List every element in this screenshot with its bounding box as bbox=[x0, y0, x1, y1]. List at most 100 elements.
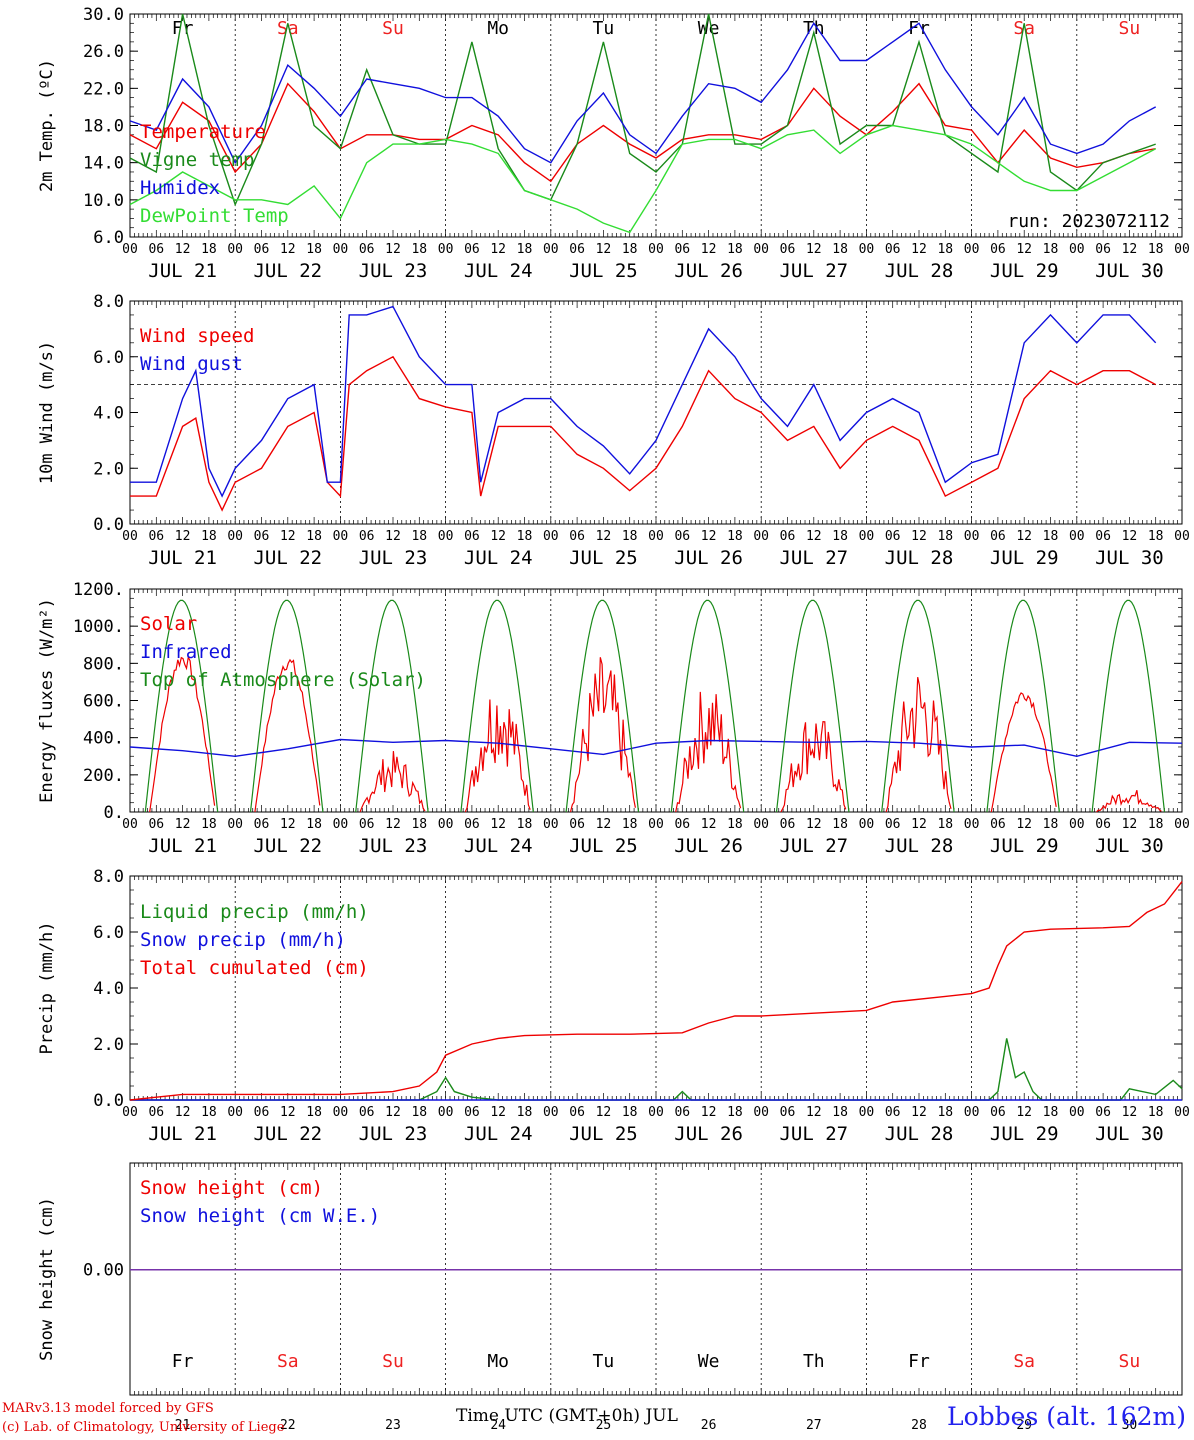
legend-entry: Snow precip (mm/h) bbox=[140, 929, 346, 951]
day-tick-label: JUL 26 bbox=[674, 835, 743, 857]
day-tick-label: JUL 28 bbox=[885, 835, 954, 857]
hour-tick-label: 12 bbox=[385, 242, 401, 257]
day-tick-label: JUL 26 bbox=[674, 1123, 743, 1145]
series-vigne-temp bbox=[129, 13, 1156, 207]
hour-tick-label: 06 bbox=[254, 1105, 270, 1120]
hour-tick-label: 12 bbox=[1122, 242, 1138, 257]
day-number-label: 29 bbox=[1016, 1418, 1032, 1433]
hour-tick-label: 12 bbox=[280, 242, 296, 257]
hour-tick-label: 06 bbox=[780, 529, 796, 544]
hour-tick-label: 00 bbox=[543, 529, 559, 544]
hour-tick-label: 00 bbox=[1174, 1105, 1190, 1120]
hour-tick-label: 06 bbox=[674, 817, 690, 832]
x-axis-title: Time UTC (GMT+0h) JUL bbox=[456, 1406, 678, 1426]
series-solar bbox=[149, 655, 216, 813]
series-top-of-atmosphere-solar bbox=[144, 599, 219, 813]
hour-tick-label: 18 bbox=[306, 1105, 322, 1120]
hour-tick-label: 00 bbox=[1174, 529, 1190, 544]
legend-entry: Liquid precip (mm/h) bbox=[140, 901, 369, 923]
day-tick-label: JUL 22 bbox=[253, 1123, 322, 1145]
hour-tick-label: 18 bbox=[306, 529, 322, 544]
y-tick-label: 10.0 bbox=[83, 191, 124, 211]
day-tick-label: JUL 24 bbox=[464, 1123, 533, 1145]
day-tick-label: JUL 29 bbox=[990, 260, 1059, 282]
y-tick-label: 1200. bbox=[73, 580, 124, 600]
series-solar bbox=[885, 676, 952, 813]
hour-tick-label: 00 bbox=[122, 529, 138, 544]
series-top-of-atmosphere-solar bbox=[460, 599, 534, 813]
series-solar bbox=[569, 657, 636, 813]
series-solar bbox=[1096, 790, 1162, 813]
y-tick-label: 1000. bbox=[73, 617, 124, 637]
day-tick-label: JUL 30 bbox=[1095, 260, 1164, 282]
weekday-label: We bbox=[698, 1351, 720, 1372]
weekday-label: We bbox=[698, 18, 720, 39]
hour-tick-label: 12 bbox=[175, 1105, 191, 1120]
hour-tick-label: 06 bbox=[148, 242, 164, 257]
hour-tick-label: 06 bbox=[780, 1105, 796, 1120]
hour-tick-label: 18 bbox=[201, 1105, 217, 1120]
y-tick-label: 0. bbox=[104, 803, 124, 823]
legend-entry: Top of Atmosphere (Solar) bbox=[140, 669, 426, 691]
weekday-label: Th bbox=[803, 1351, 825, 1372]
hour-tick-label: 00 bbox=[1069, 1105, 1085, 1120]
hour-tick-label: 18 bbox=[201, 529, 217, 544]
series-top-of-atmosphere-solar bbox=[355, 599, 429, 813]
hour-tick-label: 00 bbox=[859, 817, 875, 832]
weekday-label: Mo bbox=[487, 1351, 509, 1372]
day-tick-label: JUL 22 bbox=[253, 260, 322, 282]
day-number-label: 23 bbox=[385, 1418, 401, 1433]
credit-model: MARv3.13 model forced by GFS bbox=[2, 1401, 214, 1416]
hour-tick-label: 18 bbox=[622, 1105, 638, 1120]
hour-tick-label: 06 bbox=[674, 529, 690, 544]
hour-tick-label: 12 bbox=[701, 817, 717, 832]
hour-tick-label: 18 bbox=[937, 817, 953, 832]
hour-tick-label: 18 bbox=[1148, 817, 1164, 832]
hour-tick-label: 00 bbox=[859, 1105, 875, 1120]
y-axis-label: 10m Wind (m/s) bbox=[37, 341, 57, 484]
hour-tick-label: 06 bbox=[254, 242, 270, 257]
hour-tick-label: 18 bbox=[832, 1105, 848, 1120]
series-top-of-atmosphere-solar bbox=[1091, 599, 1166, 813]
day-tick-label: JUL 29 bbox=[990, 547, 1059, 569]
hour-tick-label: 00 bbox=[227, 242, 243, 257]
hour-tick-label: 06 bbox=[464, 242, 480, 257]
legend-entry: Snow height (cm W.E.) bbox=[140, 1205, 380, 1227]
hour-tick-label: 00 bbox=[859, 242, 875, 257]
hour-tick-label: 12 bbox=[596, 817, 612, 832]
y-tick-label: 0.00 bbox=[83, 1261, 124, 1281]
hour-tick-label: 06 bbox=[885, 817, 901, 832]
hour-tick-label: 06 bbox=[780, 242, 796, 257]
day-tick-label: JUL 28 bbox=[885, 1123, 954, 1145]
hour-tick-label: 06 bbox=[780, 817, 796, 832]
series-solar bbox=[464, 699, 531, 813]
weekday-label: Su bbox=[382, 18, 404, 39]
hour-tick-label: 12 bbox=[385, 1105, 401, 1120]
hour-tick-label: 18 bbox=[306, 817, 322, 832]
day-number-label: 21 bbox=[175, 1418, 191, 1433]
weekday-label: Sa bbox=[1013, 1351, 1035, 1372]
legend-entry: DewPoint Temp bbox=[140, 205, 289, 227]
day-number-label: 30 bbox=[1122, 1418, 1138, 1433]
hour-tick-label: 12 bbox=[701, 1105, 717, 1120]
weekday-label: Sa bbox=[277, 1351, 299, 1372]
y-tick-label: 2.0 bbox=[93, 1035, 124, 1055]
weekday-label: Fr bbox=[172, 1351, 194, 1372]
hour-tick-label: 12 bbox=[1016, 1105, 1032, 1120]
y-tick-label: 22.0 bbox=[83, 79, 124, 99]
hour-tick-label: 18 bbox=[411, 242, 427, 257]
series-top-of-atmosphere-solar bbox=[565, 599, 640, 813]
hour-tick-label: 18 bbox=[727, 817, 743, 832]
hour-tick-label: 06 bbox=[569, 1105, 585, 1120]
hour-tick-label: 00 bbox=[753, 242, 769, 257]
hour-tick-label: 06 bbox=[1095, 529, 1111, 544]
hour-tick-label: 18 bbox=[727, 529, 743, 544]
legend-entry: Snow height (cm) bbox=[140, 1177, 323, 1199]
hour-tick-label: 06 bbox=[569, 817, 585, 832]
hour-tick-label: 06 bbox=[359, 1105, 375, 1120]
hour-tick-label: 00 bbox=[753, 817, 769, 832]
hour-tick-label: 18 bbox=[1148, 529, 1164, 544]
hour-tick-label: 18 bbox=[201, 242, 217, 257]
hour-tick-label: 18 bbox=[517, 1105, 533, 1120]
hour-tick-label: 18 bbox=[622, 529, 638, 544]
